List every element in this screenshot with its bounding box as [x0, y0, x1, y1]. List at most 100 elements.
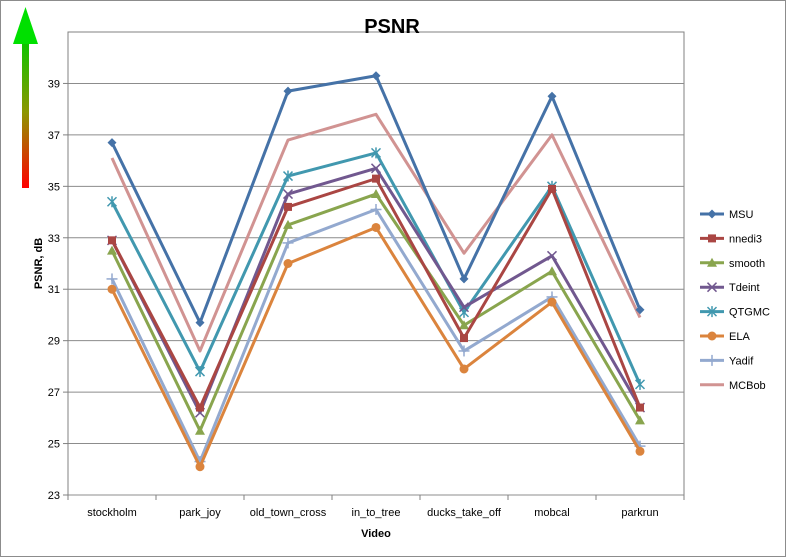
legend-label: Tdeint: [729, 282, 760, 294]
x-tick-label: old_town_cross: [250, 507, 327, 519]
quality-arrow-shaft: [22, 36, 29, 188]
y-tick-label: 31: [48, 284, 60, 296]
series-yadif: [106, 203, 646, 468]
data-point-circle: [283, 259, 293, 268]
data-point-diamond: [547, 91, 557, 101]
y-axis-title: PSNR, dB: [33, 238, 45, 289]
data-point-square: [108, 236, 116, 245]
data-point-star: [634, 378, 646, 390]
series-mcbob: [110, 112, 642, 353]
legend-label: MSU: [729, 209, 754, 221]
data-point-plus: [458, 345, 470, 357]
data-point-square: [548, 184, 556, 193]
data-point-diamond: [707, 209, 717, 219]
data-point-triangle: [371, 189, 381, 199]
data-point-square: [708, 234, 716, 243]
data-point-circle: [459, 364, 469, 374]
legend-item-tdeint: Tdeint: [700, 282, 760, 294]
legend-item-nnedi3: nnedi3: [700, 233, 762, 245]
data-point-diamond: [283, 86, 293, 96]
series-qtgmc: [106, 147, 646, 390]
legend-label: smooth: [729, 258, 765, 270]
data-point-star: [282, 170, 294, 182]
chart-title: PSNR: [364, 16, 420, 38]
data-point-plus: [370, 203, 382, 215]
legend-label: MCBob: [729, 380, 766, 392]
data-point-circle: [371, 222, 381, 232]
y-tick-label: 33: [48, 233, 60, 245]
series-line: [110, 225, 642, 469]
data-point-square: [196, 403, 204, 412]
x-tick-label: stockholm: [87, 507, 137, 519]
data-point-x-stroke: [370, 163, 382, 174]
data-point-triangle: [283, 219, 293, 229]
data-point-circle: [635, 446, 645, 456]
y-tick-label: 29: [48, 336, 60, 348]
data-point-star: [194, 366, 206, 378]
y-tick-label: 35: [48, 181, 60, 193]
x-tick-label: in_to_tree: [352, 507, 401, 519]
legend-label: nnedi3: [729, 233, 762, 245]
y-tick-label: 39: [48, 78, 60, 90]
x-tick-label: parkrun: [621, 507, 658, 519]
x-tick-label: mobcal: [534, 507, 569, 519]
legend-label: QTGMC: [729, 307, 770, 319]
data-point-x-stroke: [458, 302, 470, 313]
data-point-star: [370, 147, 382, 159]
legend-item-msu: MSU: [700, 209, 754, 221]
data-point-triangle: [107, 245, 117, 255]
data-point-diamond: [195, 318, 205, 328]
data-point-diamond: [107, 138, 117, 148]
quality-arrow-head: [13, 7, 38, 44]
data-point-plus: [106, 273, 118, 285]
data-point-triangle: [195, 425, 205, 435]
data-point-star: [706, 306, 718, 318]
data-point-triangle: [547, 266, 557, 276]
data-point-square: [460, 334, 468, 343]
data-point-x: [546, 250, 558, 261]
legend-label: Yadif: [729, 355, 754, 367]
series-msu: [107, 71, 645, 328]
legend-label: ELA: [729, 331, 750, 343]
data-point-triangle: [707, 257, 717, 267]
series-ela: [107, 222, 645, 472]
data-point-square: [372, 174, 380, 183]
data-point-circle: [547, 297, 557, 307]
data-point-x-stroke: [706, 282, 718, 293]
y-tick-label: 25: [48, 439, 60, 451]
legend-item-yadif: Yadif: [700, 354, 754, 367]
data-point-x: [706, 282, 718, 293]
data-point-x: [282, 189, 294, 200]
data-point-diamond: [459, 274, 469, 284]
data-point-diamond: [371, 71, 381, 81]
series-line: [110, 207, 642, 464]
data-point-x: [370, 163, 382, 174]
legend-item-ela: ELA: [700, 331, 750, 343]
x-tick-label: ducks_take_off: [427, 507, 502, 519]
legend-item-qtgmc: QTGMC: [700, 306, 770, 319]
data-point-circle: [195, 462, 205, 472]
series-line: [110, 112, 642, 353]
y-tick-label: 37: [48, 130, 60, 142]
legend-item-mcbob: MCBob: [700, 380, 766, 392]
data-point-triangle: [459, 320, 469, 330]
data-point-star: [106, 196, 118, 208]
data-point-x: [458, 302, 470, 313]
data-point-square: [636, 403, 644, 412]
data-point-square: [284, 202, 292, 211]
x-axis-title: Video: [361, 528, 391, 540]
data-point-plus: [706, 354, 718, 366]
series-nnedi3: [108, 174, 644, 412]
data-point-circle: [107, 284, 117, 294]
data-point-diamond: [635, 305, 645, 315]
legend-item-smooth: smooth: [700, 257, 765, 270]
y-tick-label: 23: [48, 490, 60, 502]
data-point-x-stroke: [282, 189, 294, 200]
x-tick-label: park_joy: [179, 507, 221, 519]
data-point-triangle: [635, 415, 645, 425]
series-smooth: [107, 189, 645, 435]
data-point-x-stroke: [546, 250, 558, 261]
data-point-plus: [282, 237, 294, 249]
data-point-circle: [707, 331, 717, 341]
